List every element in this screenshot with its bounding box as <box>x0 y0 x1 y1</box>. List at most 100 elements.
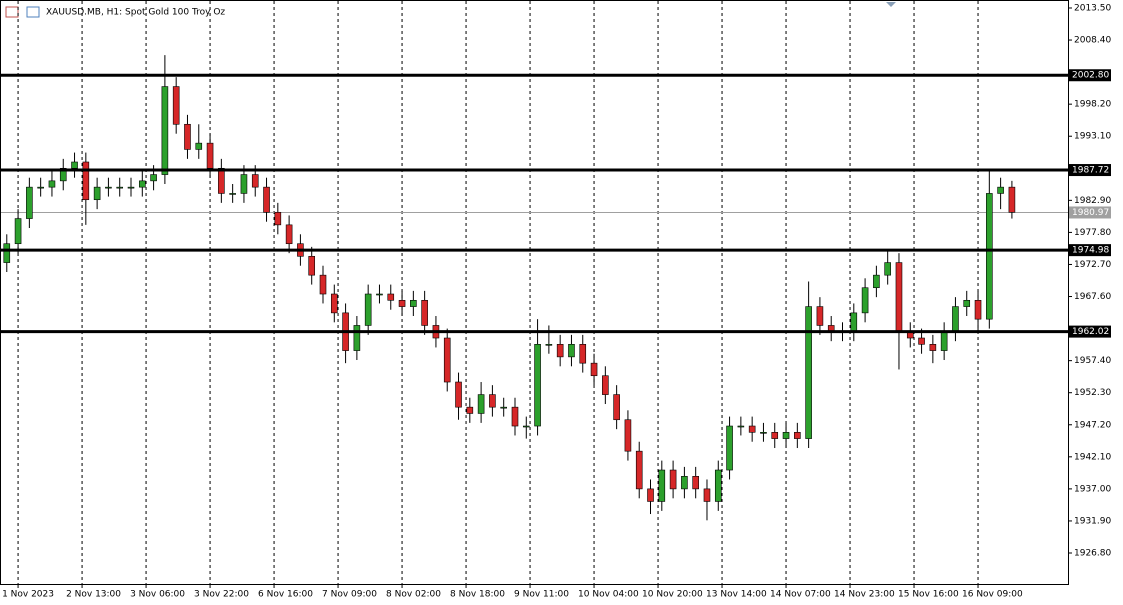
candle-body <box>895 262 903 333</box>
x-tick-label: 2 Nov 13:00 <box>66 590 121 600</box>
candle-body <box>364 293 372 326</box>
candle-body <box>556 344 564 358</box>
candle-body <box>545 344 553 346</box>
candle-body <box>884 262 891 276</box>
candle-body <box>240 174 248 194</box>
x-tick-label: 3 Nov 22:00 <box>194 590 249 600</box>
candle-body <box>952 306 959 333</box>
x-tick-label: 3 Nov 06:00 <box>130 590 185 600</box>
y-tick-label: 1977.80 <box>1074 228 1111 238</box>
icon <box>26 6 40 18</box>
candle-body <box>410 299 417 307</box>
level-label-box <box>1069 164 1111 177</box>
candle-body <box>398 299 406 307</box>
candle-body <box>150 174 157 182</box>
candle-body <box>455 381 462 408</box>
x-tick-label: 14 Nov 07:00 <box>770 590 831 600</box>
candle-body <box>218 167 225 194</box>
plot-area <box>0 0 1069 585</box>
candle-body <box>274 211 282 226</box>
y-tick-label: 1926.80 <box>1074 549 1111 559</box>
candle-body <box>376 293 383 296</box>
y-tick-label: 2013.50 <box>1074 3 1111 13</box>
x-tick-label: 8 Nov 02:00 <box>386 590 441 600</box>
candle-body <box>590 362 598 377</box>
x-tick-label: 13 Nov 14:00 <box>706 590 767 600</box>
x-tick-label: 15 Nov 16:00 <box>898 590 959 600</box>
y-tick-label: 1947.20 <box>1074 420 1111 430</box>
shift-marker <box>886 2 896 7</box>
candle-body <box>172 86 180 125</box>
candle-body <box>850 312 858 333</box>
candle-body <box>330 293 338 314</box>
level-label-box <box>1069 69 1111 82</box>
y-tick-label: 1931.90 <box>1074 516 1111 526</box>
candle-body <box>421 299 428 326</box>
candle-body <box>26 186 33 219</box>
candle-body <box>59 167 67 182</box>
candle-body <box>138 180 146 188</box>
candle-body <box>14 218 22 245</box>
y-tick-label: 1972.70 <box>1074 260 1111 270</box>
level-label: 1974.98 <box>1072 246 1109 256</box>
candle-body <box>929 344 937 351</box>
candle-body <box>285 224 293 245</box>
candle-body <box>511 406 519 427</box>
current-price-label: 1980.97 <box>1072 208 1109 218</box>
candle-body <box>647 488 654 502</box>
y-tick-label: 1993.10 <box>1074 132 1111 142</box>
y-tick-label: 1937.00 <box>1074 484 1111 494</box>
x-tick-label: 10 Nov 20:00 <box>642 590 703 600</box>
candle-body <box>974 299 982 320</box>
level-label-box <box>1069 325 1111 338</box>
candle-body <box>624 419 632 452</box>
candle-body <box>93 186 101 201</box>
candle-body <box>48 180 56 188</box>
candle-body <box>263 186 270 213</box>
y-tick-label: 1982.90 <box>1074 196 1111 206</box>
candle-body <box>760 432 767 434</box>
candle-body <box>997 186 1004 194</box>
candle-body <box>681 476 688 490</box>
candle-body <box>251 174 259 188</box>
candle-body <box>82 161 90 201</box>
y-tick-label: 1957.40 <box>1074 356 1111 366</box>
candle-body <box>579 344 587 364</box>
x-tick-label: 9 Nov 11:00 <box>514 590 569 600</box>
candle-body <box>1008 186 1016 213</box>
x-tick-label: 7 Nov 09:00 <box>322 590 377 600</box>
candle-body <box>387 293 395 301</box>
candle-body <box>703 488 711 502</box>
level-label: 2002.80 <box>1072 71 1109 81</box>
title-icons <box>5 6 40 18</box>
y-tick-label: 1967.60 <box>1074 292 1111 302</box>
candle-body <box>861 287 869 314</box>
candle-body <box>127 186 135 189</box>
candle-body <box>184 123 191 150</box>
candle-body <box>161 86 169 175</box>
candle-body <box>3 243 11 263</box>
candle-body <box>940 331 948 351</box>
candle-body <box>105 186 112 189</box>
candle-body <box>748 425 756 433</box>
candle-body <box>116 186 124 189</box>
level-label: 1987.72 <box>1072 166 1109 176</box>
candle-body <box>918 337 925 345</box>
x-tick-label: 1 Nov 2023 <box>2 590 54 600</box>
x-tick-label: 16 Nov 09:00 <box>962 590 1023 600</box>
candle-body <box>568 344 575 358</box>
y-tick-label: 1952.30 <box>1074 388 1111 398</box>
candle-body <box>489 394 496 408</box>
candle-body <box>737 425 745 428</box>
y-tick-label: 1942.10 <box>1074 452 1111 462</box>
candle-body <box>635 450 643 490</box>
candle-body <box>308 255 316 276</box>
candle-body <box>726 425 733 471</box>
candle-body <box>319 274 327 295</box>
candle-body <box>195 142 203 150</box>
candle-body <box>658 469 666 502</box>
candle-body <box>229 193 236 195</box>
candle-body <box>714 469 722 502</box>
candle-body <box>782 432 790 439</box>
